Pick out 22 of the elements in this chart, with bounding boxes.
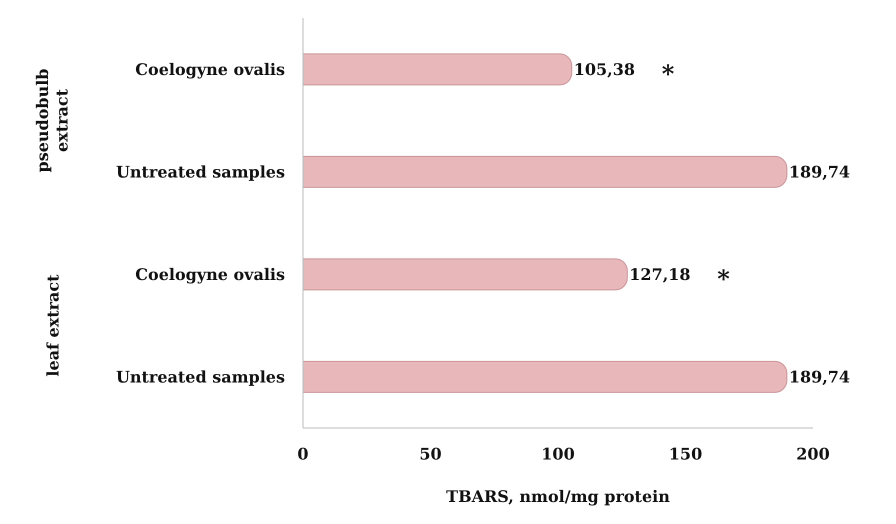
x-tick-label: 100 (541, 444, 575, 464)
text: pseudobulb extract (33, 68, 72, 172)
x-tick-label: 200 (796, 444, 830, 464)
data-label: 105,38 (574, 60, 635, 79)
x-tick-label: 0 (297, 444, 309, 464)
y-tick-label: Untreated samples (116, 367, 285, 386)
data-label: 127,18 (629, 264, 691, 284)
text: leaf extract (44, 274, 63, 377)
x-axis-title: TBARS, nmol/mg protein (446, 487, 670, 506)
data-label: 189,74 (788, 162, 850, 182)
x-tick-label: 150 (668, 444, 702, 464)
y-tick-label: Untreated samples (116, 162, 285, 182)
x-tick-label: 50 (419, 444, 442, 464)
bar (303, 53, 572, 86)
y-tick-label: Coelogyne ovalis (135, 264, 285, 284)
annotation: * (717, 264, 730, 293)
bar (303, 156, 788, 188)
annotation: * (662, 58, 675, 88)
data-label: 189,74 (788, 367, 850, 386)
y-tick-label: Coelogyne ovalis (135, 60, 285, 79)
bar (303, 258, 628, 290)
bar (303, 360, 788, 393)
